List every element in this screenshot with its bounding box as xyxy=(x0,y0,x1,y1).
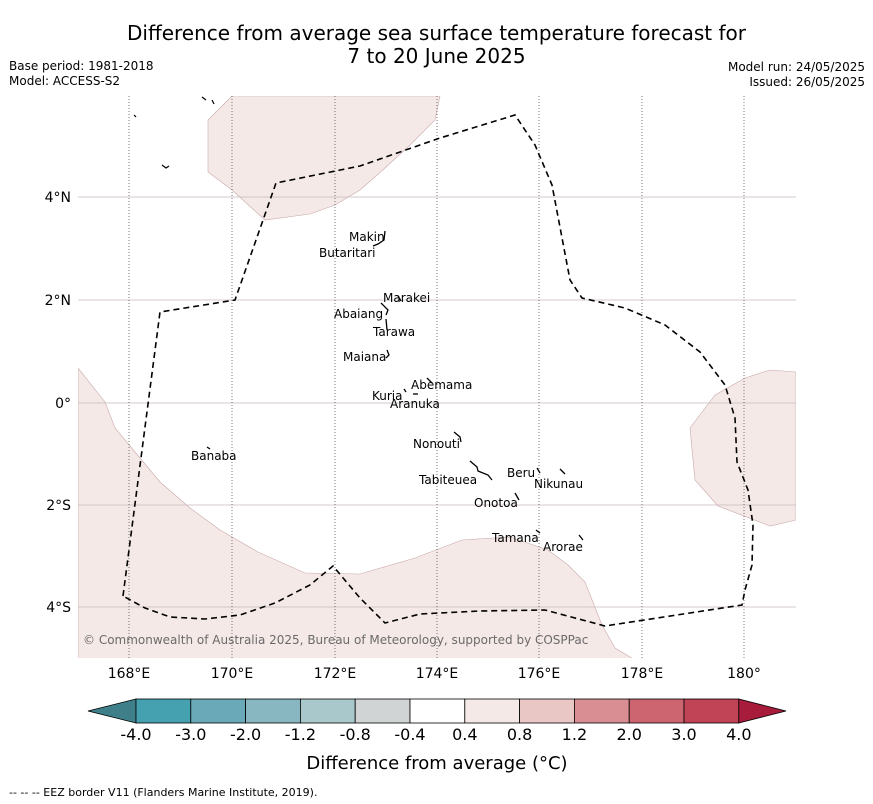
island-label-tarawa: Tarawa xyxy=(372,325,415,339)
y-tick-label: 4°S xyxy=(46,600,71,616)
colorbar xyxy=(87,698,787,724)
colorbar-tick-label: -2.0 xyxy=(230,725,261,744)
meta-right: Model run: 24/05/2025 Issued: 26/05/2025 xyxy=(728,60,865,90)
eez-footer-note: -- -- -- EEZ border V11 (Flanders Marine… xyxy=(9,786,318,799)
island-label-tabiteuea: Tabiteuea xyxy=(418,473,477,487)
colorbar-swatch xyxy=(190,698,247,724)
colorbar-tick-label: -4.0 xyxy=(120,725,151,744)
island-label-butaritari: Butaritari xyxy=(319,246,376,260)
x-tick-label: 172°E xyxy=(314,666,357,682)
islet-marks xyxy=(133,96,215,169)
x-tick-label: 176°E xyxy=(518,666,561,682)
island-label-onotoa: Onotoa xyxy=(474,496,518,510)
island-label-kuria: Kuria xyxy=(372,389,403,403)
map-title: Difference from average sea surface temp… xyxy=(0,22,873,68)
x-tick-label: 174°E xyxy=(416,666,459,682)
colorbar-ticks: -4.0 -3.0 -2.0 -1.2 -0.8 -0.4 0.4 0.8 1.2 2.0 3.0 4… xyxy=(120,725,751,744)
model-name: Model: ACCESS-S2 xyxy=(9,74,121,88)
colorbar-swatch xyxy=(299,698,356,724)
eez-border xyxy=(122,114,754,627)
y-tick-label: 2°S xyxy=(46,498,71,514)
y-axis-ticks: 4°N 2°N 0° 2°S 4°S xyxy=(45,190,72,616)
x-tick-label: 178°E xyxy=(621,666,664,682)
colorbar-tick-label: -1.2 xyxy=(285,725,316,744)
island-label-maiana: Maiana xyxy=(343,350,386,364)
colorbar-swatch xyxy=(628,698,685,724)
colorbar-tick-label: -3.0 xyxy=(175,725,206,744)
y-tick-label: 0° xyxy=(55,396,71,412)
map-area: Makin Butaritari Marakei Abaiang Tarawa … xyxy=(78,96,796,658)
colorbar-swatch xyxy=(519,698,575,724)
x-tick-label: 170°E xyxy=(211,666,254,682)
island-label-marakei: Marakei xyxy=(383,291,430,305)
colorbar-swatch xyxy=(409,698,466,724)
island-label-aranuka: Aranuka xyxy=(390,397,440,411)
colorbar-swatch xyxy=(354,698,411,724)
island-label-nikunau: Nikunau xyxy=(534,477,583,491)
y-tick-label: 2°N xyxy=(45,293,71,309)
x-axis-ticks: 168°E 170°E 172°E 174°E 176°E 178°E 180° xyxy=(108,666,761,682)
meta-left: Base period: 1981-2018 Model: ACCESS-S2 xyxy=(9,59,154,89)
warm-anomaly-region-south xyxy=(78,367,633,658)
colorbar-label: Difference from average (°C) xyxy=(306,753,567,774)
x-tick-label: 180° xyxy=(727,666,761,682)
island-label-arorae: Arorae xyxy=(543,540,583,554)
y-tick-label: 4°N xyxy=(45,190,71,206)
colorbar-tick-label: 0.4 xyxy=(452,725,477,744)
x-tick-label: 168°E xyxy=(108,666,151,682)
issued-date: Issued: 26/05/2025 xyxy=(749,75,865,89)
island-label-banaba: Banaba xyxy=(191,449,237,463)
colorbar-swatch xyxy=(574,698,630,724)
island-label-abemama: Abemama xyxy=(411,378,472,392)
longitude-gridlines xyxy=(128,96,745,658)
colorbar-swatch xyxy=(245,698,301,724)
colorbar-tick-label: 0.8 xyxy=(507,725,532,744)
title-line-2: 7 to 20 June 2025 xyxy=(347,44,526,68)
colorbar-swatch xyxy=(464,698,520,724)
colorbar-tick-label: 2.0 xyxy=(616,725,641,744)
colorbar-swatch xyxy=(683,698,740,724)
warm-anomaly-region-east xyxy=(689,369,796,527)
colorbar-swatch xyxy=(135,698,192,724)
colorbar-tick-label: -0.4 xyxy=(394,725,425,744)
island-labels: Makin Butaritari Marakei Abaiang Tarawa … xyxy=(191,230,583,554)
island-label-abaiang: Abaiang xyxy=(334,307,383,321)
island-shapes xyxy=(206,230,584,541)
colorbar-arrow-high xyxy=(738,698,787,724)
island-label-tamana: Tamana xyxy=(491,531,539,545)
copyright-notice: © Commonwealth of Australia 2025, Bureau… xyxy=(83,633,588,647)
colorbar-tick-label: 3.0 xyxy=(671,725,696,744)
title-line-1: Difference from average sea surface temp… xyxy=(126,21,746,45)
colorbar-tick-label: 4.0 xyxy=(726,725,751,744)
warm-anomaly-region-north xyxy=(207,96,441,221)
colorbar-tick-label: -0.8 xyxy=(340,725,371,744)
colorbar-tick-label: 1.2 xyxy=(562,725,587,744)
base-period: Base period: 1981-2018 xyxy=(9,59,154,73)
model-run: Model run: 24/05/2025 xyxy=(727,60,865,74)
island-label-beru: Beru xyxy=(507,466,535,480)
island-label-makin: Makin xyxy=(349,230,385,244)
colorbar-arrow-low xyxy=(87,698,137,724)
island-label-nonouti: Nonouti xyxy=(413,437,460,451)
